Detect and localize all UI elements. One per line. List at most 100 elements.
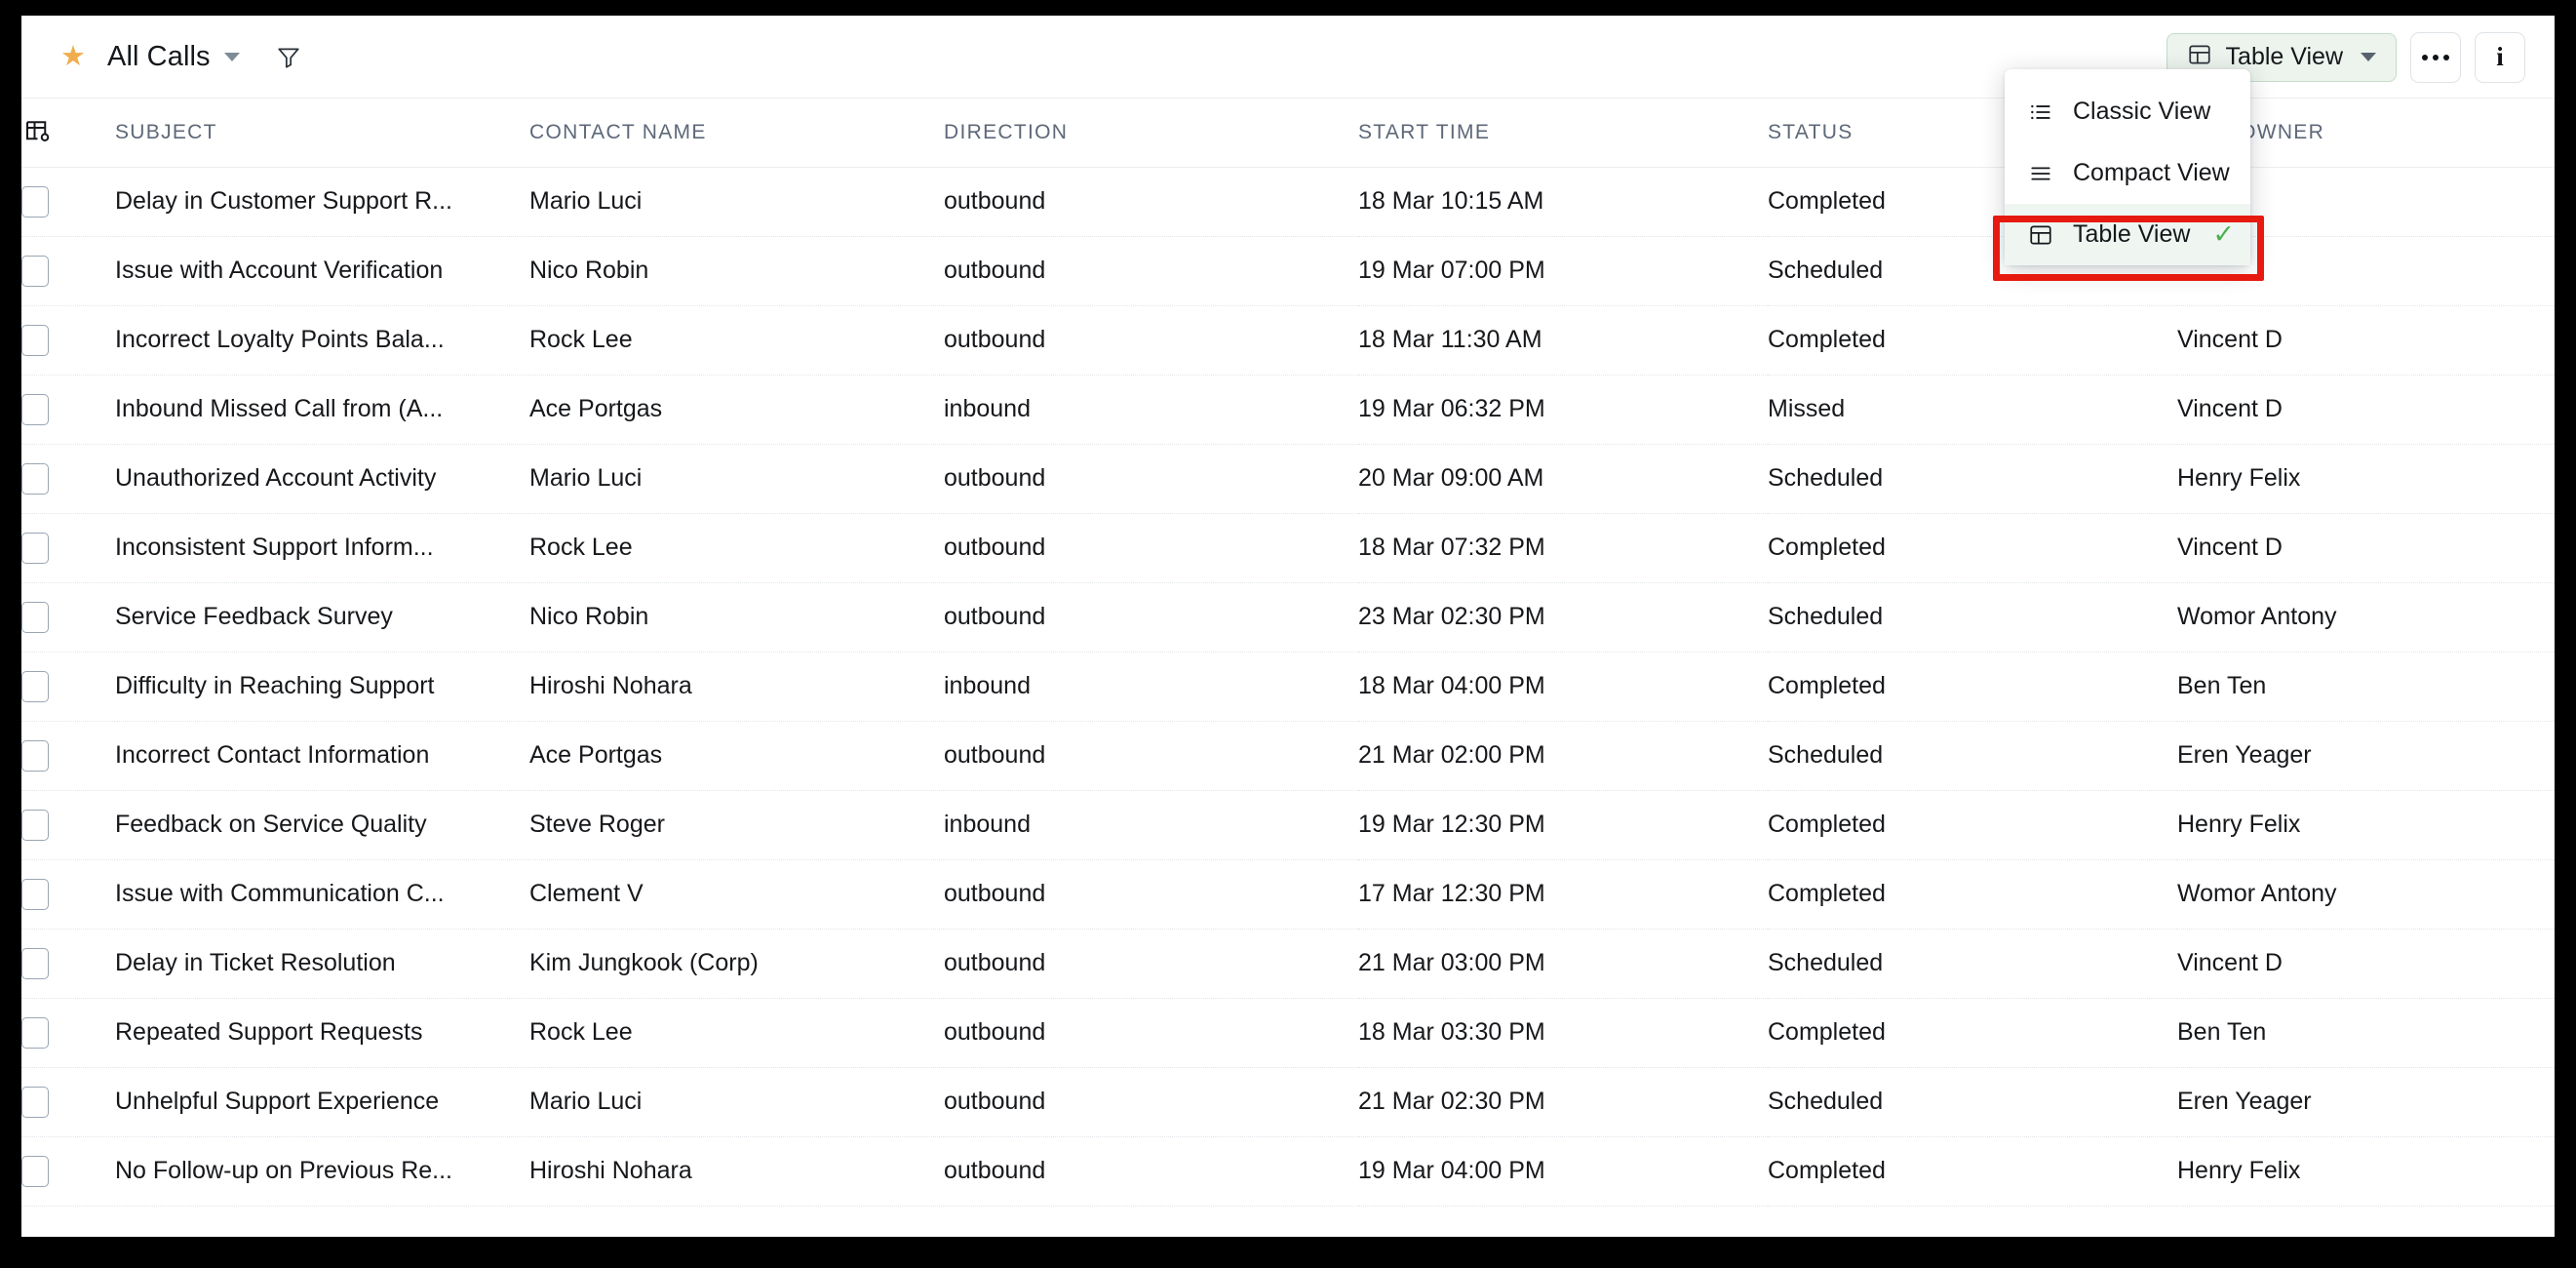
row-checkbox[interactable] bbox=[21, 739, 49, 772]
cell-call-owner: Womor Antony bbox=[2177, 859, 2555, 930]
cell-contact-name: Rock Lee bbox=[529, 513, 944, 583]
view-switch-button[interactable]: Table View bbox=[2166, 32, 2397, 82]
cell-status: Completed bbox=[1768, 1136, 2177, 1207]
menu-item-table-view[interactable]: Table View ✓ bbox=[2005, 204, 2250, 265]
toolbar-left: ★ All Calls bbox=[59, 16, 302, 99]
cell-call-owner: Vincent D bbox=[2177, 929, 2555, 999]
table-row[interactable]: Difficulty in Reaching Support Hiroshi No… bbox=[21, 652, 2555, 722]
table-row[interactable]: Unhelpful Support Experience Mario Luci ou… bbox=[21, 1067, 2555, 1137]
cell-status: Scheduled bbox=[1768, 1067, 2177, 1137]
cell-call-owner: Vincent D bbox=[2177, 305, 2555, 376]
row-checkbox-cell bbox=[21, 652, 115, 722]
cell-start-time: 21 Mar 02:30 PM bbox=[1358, 1067, 1768, 1137]
cell-contact-name: Kim Jungkook (Corp) bbox=[529, 929, 944, 999]
table-row[interactable]: Issue with Account Verification Nico Robi… bbox=[21, 236, 2555, 306]
cell-contact-name: Steve Roger bbox=[529, 790, 944, 860]
menu-item-compact-view[interactable]: Compact View bbox=[2005, 142, 2250, 204]
cell-start-time: 21 Mar 02:00 PM bbox=[1358, 721, 1768, 791]
more-options-button[interactable] bbox=[2410, 31, 2461, 83]
cell-contact-name: Mario Luci bbox=[529, 444, 944, 514]
row-checkbox[interactable] bbox=[21, 601, 49, 633]
cell-contact-name: Clement V bbox=[529, 859, 944, 930]
row-checkbox[interactable] bbox=[21, 878, 49, 910]
table-row[interactable]: Inbound Missed Call from (A... Ace Portga… bbox=[21, 375, 2555, 445]
row-checkbox-cell bbox=[21, 1136, 115, 1207]
table-row[interactable]: Service Feedback Survey Nico Robin outboun… bbox=[21, 582, 2555, 653]
table-row[interactable]: Repeated Support Requests Rock Lee outboun… bbox=[21, 998, 2555, 1068]
row-checkbox-cell bbox=[21, 1067, 115, 1137]
cell-call-owner: Ben Ten bbox=[2177, 998, 2555, 1068]
check-icon: ✓ bbox=[2212, 219, 2235, 249]
table-row[interactable]: Delay in Ticket Resolution Kim Jungkook (… bbox=[21, 929, 2555, 999]
column-header-subject[interactable]: SUBJECT bbox=[115, 99, 529, 168]
cell-subject: Issue with Account Verification bbox=[115, 236, 529, 306]
table-row[interactable]: Delay in Customer Support R... Mario Luci… bbox=[21, 167, 2555, 237]
cell-start-time: 18 Mar 04:00 PM bbox=[1358, 652, 1768, 722]
table-row[interactable]: Incorrect Loyalty Points Bala... Rock Lee… bbox=[21, 305, 2555, 376]
cell-subject: Delay in Ticket Resolution bbox=[115, 929, 529, 999]
cell-direction: inbound bbox=[944, 790, 1358, 860]
row-checkbox[interactable] bbox=[21, 324, 49, 356]
cell-direction: outbound bbox=[944, 582, 1358, 653]
column-header-contact-name[interactable]: CONTACT NAME bbox=[529, 99, 944, 168]
cell-start-time: 19 Mar 06:32 PM bbox=[1358, 375, 1768, 445]
table-grid-icon bbox=[2026, 220, 2055, 250]
cell-start-time: 23 Mar 02:30 PM bbox=[1358, 582, 1768, 653]
row-checkbox[interactable] bbox=[21, 532, 49, 564]
chevron-down-icon[interactable] bbox=[223, 53, 240, 61]
menu-item-classic-view[interactable]: Classic View bbox=[2005, 81, 2250, 142]
row-checkbox-cell bbox=[21, 167, 115, 237]
cell-contact-name: Rock Lee bbox=[529, 305, 944, 376]
cell-status: Completed bbox=[1768, 305, 2177, 376]
table-row[interactable]: No Follow-up on Previous Re... Hiroshi No… bbox=[21, 1136, 2555, 1207]
cell-start-time: 21 Mar 03:00 PM bbox=[1358, 929, 1768, 999]
cell-call-owner: Ben Ten bbox=[2177, 652, 2555, 722]
info-icon: i bbox=[2496, 42, 2504, 71]
row-checkbox[interactable] bbox=[21, 185, 49, 218]
cell-status: Completed bbox=[1768, 859, 2177, 930]
row-checkbox-cell bbox=[21, 582, 115, 653]
info-button[interactable]: i bbox=[2475, 31, 2525, 83]
menu-item-label: Table View bbox=[2073, 220, 2191, 248]
row-checkbox[interactable] bbox=[21, 947, 49, 979]
table-row[interactable]: Inconsistent Support Inform... Rock Lee ou… bbox=[21, 513, 2555, 583]
row-checkbox[interactable] bbox=[21, 1016, 49, 1049]
row-checkbox[interactable] bbox=[21, 1086, 49, 1118]
column-settings-icon[interactable] bbox=[21, 114, 55, 147]
cell-direction: outbound bbox=[944, 721, 1358, 791]
table-row[interactable]: Unauthorized Account Activity Mario Luci o… bbox=[21, 444, 2555, 514]
row-checkbox[interactable] bbox=[21, 809, 49, 841]
filter-icon[interactable] bbox=[275, 44, 302, 71]
cell-direction: outbound bbox=[944, 1067, 1358, 1137]
row-checkbox-cell bbox=[21, 721, 115, 791]
row-checkbox[interactable] bbox=[21, 255, 49, 287]
bulleted-list-icon bbox=[2026, 98, 2055, 127]
row-checkbox-cell bbox=[21, 236, 115, 306]
cell-direction: outbound bbox=[944, 859, 1358, 930]
cell-subject: Service Feedback Survey bbox=[115, 582, 529, 653]
cell-status: Scheduled bbox=[1768, 929, 2177, 999]
cell-status: Completed bbox=[1768, 513, 2177, 583]
star-icon[interactable]: ★ bbox=[60, 41, 86, 72]
row-checkbox[interactable] bbox=[21, 1155, 49, 1187]
row-checkbox[interactable] bbox=[21, 462, 49, 495]
cell-subject: Delay in Customer Support R... bbox=[115, 167, 529, 237]
table-row[interactable]: Feedback on Service Quality Steve Roger in… bbox=[21, 790, 2555, 860]
cell-subject: Repeated Support Requests bbox=[115, 998, 529, 1068]
cell-status: Completed bbox=[1768, 652, 2177, 722]
cell-call-owner: Eren Yeager bbox=[2177, 1067, 2555, 1137]
row-checkbox[interactable] bbox=[21, 393, 49, 425]
cell-contact-name: Hiroshi Nohara bbox=[529, 652, 944, 722]
cell-start-time: 19 Mar 07:00 PM bbox=[1358, 236, 1768, 306]
column-header-start-time[interactable]: START TIME bbox=[1358, 99, 1768, 168]
cell-call-owner: Vincent D bbox=[2177, 513, 2555, 583]
table-row[interactable]: Incorrect Contact Information Ace Portgas… bbox=[21, 721, 2555, 791]
menu-item-label: Classic View bbox=[2073, 98, 2211, 125]
column-header-direction[interactable]: DIRECTION bbox=[944, 99, 1358, 168]
cell-subject: Unauthorized Account Activity bbox=[115, 444, 529, 514]
cell-call-owner: Vincent D bbox=[2177, 375, 2555, 445]
cell-start-time: 19 Mar 12:30 PM bbox=[1358, 790, 1768, 860]
cell-status: Scheduled bbox=[1768, 444, 2177, 514]
row-checkbox[interactable] bbox=[21, 670, 49, 702]
